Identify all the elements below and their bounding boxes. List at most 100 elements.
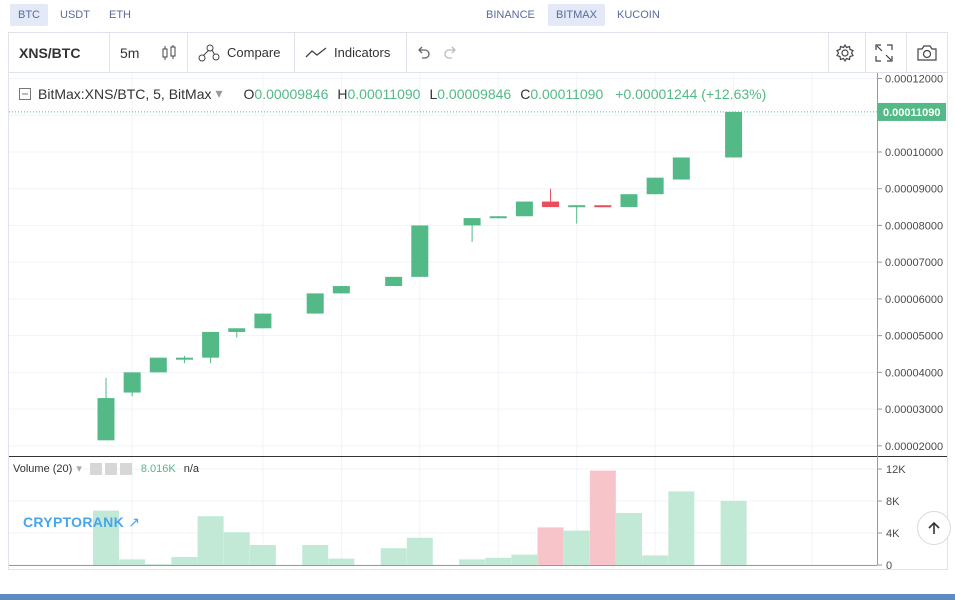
price-tick-label: 0.00009000 xyxy=(885,184,943,196)
volume-tick-label: 8K xyxy=(886,496,900,508)
pair-tab-usdt[interactable]: USDT xyxy=(60,9,90,21)
chart-toolbar: XNS/BTC 5m Compare Indicators xyxy=(8,32,948,72)
volume-tick-label: 12K xyxy=(886,464,906,476)
volume-bar xyxy=(302,545,329,565)
volume-bar xyxy=(511,554,538,565)
volume-label: Volume (20) xyxy=(13,462,73,475)
volume-bar xyxy=(145,564,172,565)
arrow-up-right-icon: ↗ xyxy=(128,514,141,530)
price-tick-label: 0.00002000 xyxy=(885,441,943,453)
compare-button[interactable]: Compare xyxy=(197,33,280,72)
candle-body xyxy=(489,216,507,219)
legend-l-label: L xyxy=(429,85,438,102)
candle-body xyxy=(332,286,350,294)
exchange-tab-kucoin[interactable]: KUCOIN xyxy=(617,9,660,21)
indicators-label: Indicators xyxy=(334,45,391,60)
chart-pane[interactable]: 0.000120000.000110000.000100000.00009000… xyxy=(8,72,951,588)
price-tick-label: 0.00007000 xyxy=(885,257,943,269)
volume-bar xyxy=(93,510,119,565)
legend-c-value: 0.00011090 xyxy=(530,85,604,102)
candle-body xyxy=(202,331,220,358)
last-price-badge xyxy=(878,102,946,121)
indicators-icon xyxy=(305,46,327,57)
exchange-tab-bitmax[interactable]: BITMAX xyxy=(548,4,605,26)
eye-icon[interactable] xyxy=(89,462,102,475)
redo-icon xyxy=(444,46,456,59)
candle-body xyxy=(411,225,429,277)
legend-o-value: 0.00009846 xyxy=(254,85,329,102)
legend-title: BitMax:XNS/BTC, 5, BitMax xyxy=(38,85,212,102)
toolbar-divider xyxy=(906,33,907,72)
volume-bar xyxy=(328,558,355,565)
volume-bar xyxy=(380,548,407,565)
fullscreen-button[interactable] xyxy=(875,33,893,72)
camera-icon xyxy=(917,44,937,61)
candles-style-button[interactable] xyxy=(160,33,178,72)
volume-bar xyxy=(119,559,146,565)
candle-body xyxy=(620,194,638,208)
legend-l-value: 0.00009846 xyxy=(437,85,512,102)
candle-body xyxy=(594,205,612,208)
close-icon[interactable] xyxy=(119,462,132,475)
settings-icon xyxy=(836,43,854,62)
axes: 0.000120000.000110000.000100000.00009000… xyxy=(9,73,947,588)
undo-icon xyxy=(418,46,430,59)
brand-watermark[interactable]: CRYPTORANK ↗ xyxy=(23,514,140,531)
interval-button[interactable]: 5m xyxy=(120,44,140,61)
volume-bar xyxy=(563,530,590,565)
legend-o-label: O xyxy=(243,85,255,102)
candle-body xyxy=(672,157,690,180)
chart-grid xyxy=(9,73,877,566)
volume-bar xyxy=(616,513,642,565)
volume-menu-icon[interactable]: ▾ xyxy=(76,463,82,475)
legend-h-label: H xyxy=(337,85,348,102)
settings-button[interactable] xyxy=(835,33,855,72)
volume-bar xyxy=(589,470,616,565)
candle-body xyxy=(646,177,664,195)
candle-body xyxy=(228,328,246,332)
candle-body xyxy=(254,313,272,329)
price-tick-label: 0.00010000 xyxy=(885,147,943,159)
toolbar-divider xyxy=(109,33,110,72)
screenshot-button[interactable] xyxy=(916,33,938,72)
exchange-tab-binance[interactable]: BINANCE xyxy=(486,9,535,21)
indicators-button[interactable]: Indicators xyxy=(305,33,390,72)
price-chart[interactable]: 0.000120000.000110000.000100000.00009000… xyxy=(9,73,947,588)
volume-bar xyxy=(459,559,486,565)
price-tick-label: 0.00006000 xyxy=(885,294,943,306)
volume-bar xyxy=(668,491,695,565)
volume-bar xyxy=(720,500,747,565)
volume-tick-label: 4K xyxy=(886,528,900,540)
toolbar-divider xyxy=(187,33,188,72)
volume-legend: Volume (20) ▾ 8.016K n/a xyxy=(13,462,199,475)
brand-label: CRYPTORANK xyxy=(23,514,125,530)
legend-menu-icon[interactable]: ▾ xyxy=(215,85,223,101)
volume-na: n/a xyxy=(183,462,200,475)
compare-label: Compare xyxy=(227,45,281,60)
ohlc-legend: BitMax:XNS/BTC, 5, BitMax ▾ O 0.00009846… xyxy=(19,85,766,102)
volume-bar xyxy=(249,545,276,565)
volume-bar xyxy=(171,557,198,565)
legend-change: +0.00001244 (+12.63%) xyxy=(615,85,767,102)
candle-body xyxy=(123,372,141,393)
volume-value: 8.016K xyxy=(140,462,176,475)
toolbar-divider xyxy=(294,33,295,72)
candle-body xyxy=(306,293,324,314)
price-tick-label: 0.00012000 xyxy=(885,74,943,86)
collapse-legend-icon[interactable] xyxy=(19,87,31,100)
pair-tab-eth[interactable]: ETH xyxy=(109,9,131,21)
symbol-search-button[interactable]: XNS/BTC xyxy=(19,44,81,61)
redo-button[interactable] xyxy=(443,33,459,72)
candle-body xyxy=(568,205,586,208)
pair-tab-btc[interactable]: BTC xyxy=(10,4,48,26)
scroll-to-realtime-button[interactable] xyxy=(917,511,951,545)
top-selector-bar: BTC USDT ETH BINANCE BITMAX KUCOIN xyxy=(0,0,955,30)
undo-button[interactable] xyxy=(415,33,431,72)
candles-icon xyxy=(162,44,176,60)
legend-c-label: C xyxy=(520,85,531,102)
candle-body xyxy=(97,398,115,441)
arrow-up-icon xyxy=(928,521,940,534)
gear-icon[interactable] xyxy=(104,462,117,475)
price-tick-label: 0.00003000 xyxy=(885,404,943,416)
compare-icon xyxy=(198,44,220,61)
